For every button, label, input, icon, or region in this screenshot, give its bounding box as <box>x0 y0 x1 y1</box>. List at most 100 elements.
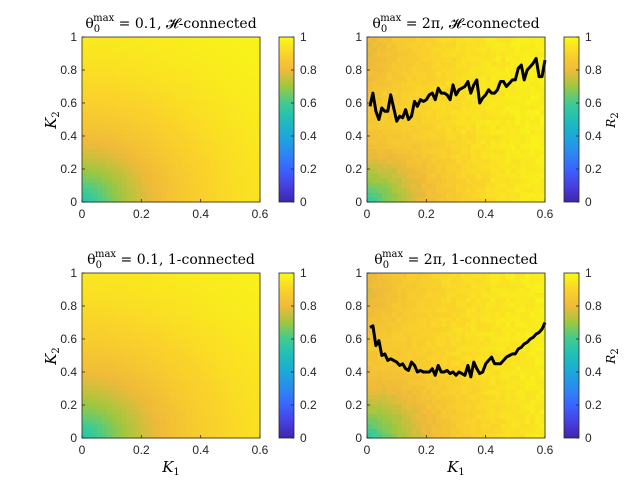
heatmap-cell <box>510 302 516 308</box>
heatmap-cell <box>416 423 422 429</box>
heatmap-cell <box>230 350 236 357</box>
heatmap-cell <box>161 399 167 405</box>
heatmap-cell <box>86 119 93 125</box>
heatmap-cell <box>470 168 477 174</box>
heatmap-cell <box>451 297 457 303</box>
heatmap-cell <box>161 413 167 420</box>
heatmap-cell <box>116 56 123 62</box>
heatmap-cell <box>535 394 541 400</box>
heatmap-cell <box>460 56 467 62</box>
heatmap-cell <box>535 336 541 342</box>
heatmap-cell <box>235 418 241 425</box>
heatmap-cell <box>495 158 502 164</box>
heatmap-cell <box>205 85 212 91</box>
heatmap-cell <box>451 182 457 189</box>
heatmap-cell <box>391 80 398 87</box>
heatmap-cell <box>426 336 432 342</box>
heatmap-cell <box>101 316 108 323</box>
heatmap-cell <box>101 433 108 439</box>
heatmap-cell <box>485 399 492 405</box>
heatmap-cell <box>426 153 432 159</box>
heatmap-cell <box>245 109 251 116</box>
heatmap-cell <box>367 297 373 303</box>
heatmap-cell <box>416 134 422 140</box>
heatmap-cell <box>416 70 422 77</box>
heatmap-cell <box>151 418 157 425</box>
heatmap-cell <box>465 134 472 140</box>
heatmap-cell <box>470 124 477 130</box>
heatmap-cells <box>82 273 261 439</box>
heatmap-cell <box>520 104 526 111</box>
heatmap-cell <box>86 418 93 425</box>
heatmap-cell <box>195 321 202 327</box>
heatmap-cell <box>446 306 452 313</box>
heatmap-cell <box>451 114 457 121</box>
heatmap-cell <box>86 316 93 323</box>
heatmap-cell <box>520 46 526 53</box>
heatmap-cell <box>411 56 418 62</box>
heatmap-cell <box>175 277 182 284</box>
heatmap-cell <box>136 187 142 193</box>
heatmap-cell <box>200 404 207 410</box>
heatmap-cell <box>111 331 118 337</box>
heatmap-cell <box>411 433 418 439</box>
heatmap-cell <box>121 192 128 198</box>
heatmap-cell <box>200 423 207 429</box>
heatmap-cell <box>156 143 162 150</box>
heatmap-cell <box>540 119 546 125</box>
heatmap-cell <box>475 182 482 189</box>
heatmap-cell <box>470 138 477 145</box>
heatmap-cell <box>401 56 408 62</box>
heatmap-cell <box>367 80 373 87</box>
heatmap-cell <box>121 316 128 323</box>
heatmap-cell <box>406 384 413 391</box>
heatmap-cell <box>86 61 93 67</box>
heatmap-cell <box>470 187 477 193</box>
heatmap-cell <box>446 302 452 308</box>
heatmap-cell <box>136 100 142 106</box>
heatmap-cell <box>210 158 217 164</box>
heatmap-cell <box>426 104 432 111</box>
heatmap-cell <box>171 321 177 327</box>
heatmap-cell <box>195 100 202 106</box>
heatmap-cell <box>166 153 172 159</box>
heatmap-cell <box>376 75 383 82</box>
heatmap-cell <box>210 124 217 130</box>
heatmap-cell <box>220 404 226 410</box>
heatmap-cell <box>520 418 526 425</box>
heatmap-cell <box>495 46 502 53</box>
heatmap-cell <box>500 51 507 58</box>
heatmap-cell <box>416 277 422 284</box>
heatmap-cell <box>411 273 418 279</box>
heatmap-cell <box>451 374 457 381</box>
heatmap-cell <box>436 109 442 116</box>
heatmap-cell <box>371 119 378 125</box>
heatmap-cell <box>480 134 487 140</box>
heatmap-cell <box>250 182 256 189</box>
heatmap-cell <box>411 306 418 313</box>
heatmap-cell <box>446 433 452 439</box>
heatmap-cell <box>510 66 516 72</box>
heatmap-cell <box>391 428 398 434</box>
heatmap-cell <box>475 119 482 125</box>
heatmap-cell <box>391 90 398 96</box>
heatmap-cell <box>426 56 432 62</box>
heatmap-cell <box>141 311 147 318</box>
heatmap-cell <box>391 95 398 101</box>
heatmap-cell <box>456 95 462 101</box>
heatmap-cell <box>411 321 418 327</box>
heatmap-cell <box>475 56 482 62</box>
heatmap-cell <box>535 277 541 284</box>
heatmap-cell <box>441 143 447 150</box>
heatmap-cell <box>195 273 202 279</box>
heatmap-cell <box>446 326 452 332</box>
heatmap-cell <box>515 143 521 150</box>
heatmap-cell <box>126 287 133 294</box>
heatmap-cell <box>367 70 373 77</box>
heatmap-cell <box>156 292 162 298</box>
heatmap-cell <box>156 61 162 67</box>
heatmap-cell <box>391 134 398 140</box>
heatmap-cell <box>401 413 408 420</box>
heatmap-cell <box>205 273 212 279</box>
heatmap-cell <box>121 365 128 371</box>
